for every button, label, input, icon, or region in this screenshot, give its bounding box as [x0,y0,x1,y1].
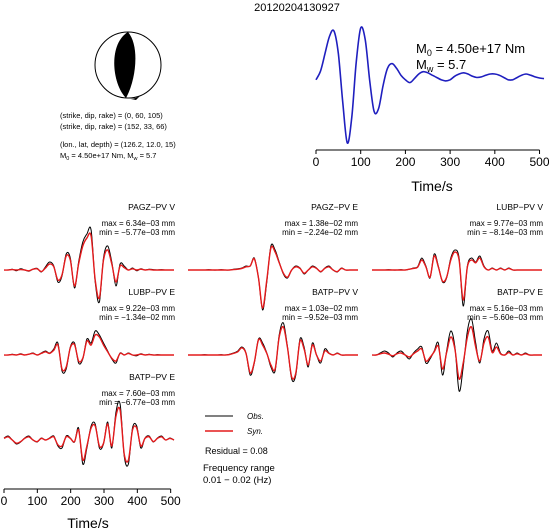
bottom-x-axis-label: Time/s [67,515,108,531]
stf-annotation: M0 = 4.50e+17 Nm Mw = 5.7 [416,41,525,74]
synthetic-waveform [3,232,174,300]
residual-label: Residual = 0.08 [205,446,268,456]
synthetic-waveform [371,325,542,380]
panel-min-label: min = −1.34e−02 mm [99,313,175,322]
panel-station-label: LUBP−PV V [496,202,543,212]
panel-station-label: LUBP−PV E [128,287,175,297]
panel-min-label: min = −2.24e−02 mm [282,228,358,237]
observed-waveform [372,249,542,307]
stf-x-axis-label: Time/s [411,178,452,194]
panel-min-label: min = −5.60e−03 mm [467,313,543,322]
panel-max-label: max = 6.34e−03 mm [102,219,176,228]
legend-obs-label: Obs. [247,412,264,421]
stf-x-tick-label: 0 [313,155,320,169]
stf-x-tick-label: 100 [351,155,371,169]
observed-waveform [188,243,358,311]
synthetic-waveform [3,333,174,372]
stf-magnitude-label: Mw = 5.7 [416,57,466,74]
legend-syn-label: Syn. [247,427,263,436]
panel-min-label: min = −9.52e−03 mm [282,313,358,322]
nodal-plane-2: (strike, dip, rake) = (152, 33, 66) [60,122,167,131]
panel-max-label: max = 1.03e−02 mm [285,304,359,313]
panel-station-label: BATP−PV E [129,372,175,382]
observed-waveform [371,318,542,392]
stf-x-tick-label: 200 [395,155,415,169]
bottom-time-axis: 0 100 200 300 400 500 Time/s [1,488,181,531]
panel-max-label: max = 7.60e−03 mm [102,389,176,398]
hypocenter-location: (lon., lat, depth) = (126.2, 12.0, 15) [60,140,176,149]
stf-x-tick-label: 400 [485,155,505,169]
panel-max-label: max = 5.16e−03 mm [470,304,544,313]
bottom-x-tick-label: 500 [161,494,181,508]
panel-min-label: min = −5.77e−03 mm [99,228,175,237]
figure-title: 20120204130927 [254,2,340,14]
focal-mechanism-beachball [94,31,162,100]
bottom-x-tick-label: 300 [94,494,114,508]
bottom-x-tick-label: 0 [1,494,8,508]
stf-x-tick-label: 500 [530,155,549,169]
observed-waveform [3,330,174,374]
bottom-x-tick-label: 400 [127,494,147,508]
panel-station-label: BATP−PV V [312,287,358,297]
synthetic-waveform [188,245,358,309]
synthetic-waveform [3,406,175,463]
observed-waveform [188,322,358,383]
stf-moment-label: M0 = 4.50e+17 Nm [416,41,525,58]
panel-min-label: min = −6.77e−03 mm [99,398,175,407]
panel-station-label: BATP−PV E [497,287,543,297]
moment-summary: M0 = 4.50e+17 Nm, Mw = 5.7 [60,151,156,162]
stf-x-tick-label: 300 [440,155,460,169]
synthetic-waveform [188,325,358,380]
panel-min-label: min = −8.14e−03 mm [467,228,543,237]
panel-station-label: PAGZ−PV E [311,202,358,212]
bottom-x-tick-label: 200 [61,494,81,508]
legend: Obs. Syn. Residual = 0.08 Frequency rang… [203,412,275,486]
source-time-function-chart: 0 100 200 300 400 500 Time/s [313,26,549,194]
nodal-plane-1: (strike, dip, rake) = (0, 60, 105) [60,111,163,120]
synthetic-waveform [372,251,542,301]
panel-max-label: max = 9.77e−03 mm [470,219,544,228]
bottom-x-tick-label: 100 [27,494,47,508]
frequency-range-value: 0.01 − 0.02 (Hz) [203,475,271,486]
source-parameters: (strike, dip, rake) = (0, 60, 105) (stri… [60,111,176,162]
panel-max-label: max = 1.38e−02 mm [285,219,359,228]
panel-max-label: max = 9.22e−03 mm [102,304,176,313]
stf-series-line [315,26,545,144]
panel-station-label: PAGZ−PV V [128,202,175,212]
frequency-range-title: Frequency range [203,463,275,474]
